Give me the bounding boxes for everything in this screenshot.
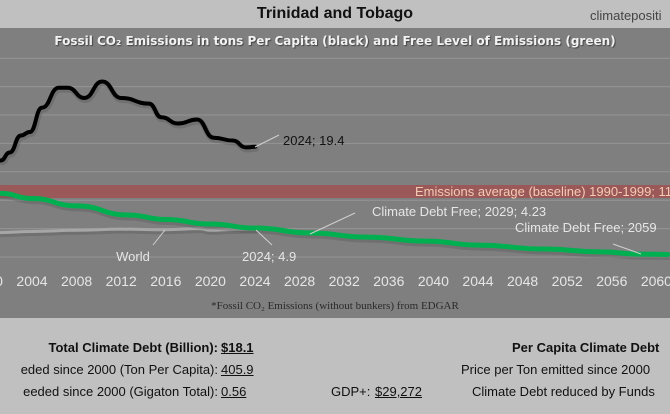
x-tick-label: 2028 [284,273,315,289]
x-tick-label: 2024 [239,273,270,289]
summary-panel: Total Climate Debt (Billion): $18.1 eded… [0,318,670,414]
series-shadow [0,80,259,166]
annotation-world: World [116,249,150,264]
annotation-debt-free-2059: Climate Debt Free; 2059 [515,220,657,235]
annotation-debt-free-2029: Climate Debt Free; 2029; 4.23 [372,204,546,219]
chart-title: Fossil CO₂ Emissions in tons Per Capita … [54,34,616,48]
annotation-world-leader [152,229,166,246]
x-tick-label: 2000 [0,273,3,289]
x-tick-label: 2056 [596,273,627,289]
annotation-world-last-leader [255,229,273,246]
x-tick-label: 2008 [61,273,92,289]
series-line-0 [0,79,257,163]
per-capita-debt-label: Per Capita Climate Debt [512,340,660,355]
series-shadow [0,228,259,238]
header-bar: Trinidad and Tobago climatepositi [0,0,670,28]
ton-per-capita-value: 405.9 [221,362,254,377]
x-tick-label: 2032 [329,273,360,289]
chart-area: Emissions average (baseline) 1990-1999; … [0,28,670,318]
gdp-value: $29,272 [375,384,422,399]
x-tick-label: 2040 [418,273,449,289]
series-line-1 [0,227,257,235]
x-tick-label: 2016 [150,273,181,289]
annotation-last-value: 2024; 19.4 [283,133,344,148]
total-debt-value: $18.1 [221,340,254,355]
total-debt-label: Total Climate Debt (Billion): [48,340,218,355]
annotation-debt-free-2029-leader [309,212,356,235]
annotation-last-value-leader [254,134,280,148]
x-tick-label: 2020 [195,273,226,289]
chart-svg: Emissions average (baseline) 1990-1999; … [0,57,670,312]
baseline-band [0,185,670,198]
x-tick-label: 2060 [641,273,670,289]
baseline-label: Emissions average (baseline) 1990-1999; … [415,184,670,199]
funds-label: Climate Debt reduced by Funds [472,384,655,399]
footnote: *Fossil CO₂ Emissions (without bunkers) … [211,300,459,312]
gigaton-value: 0.56 [221,384,247,399]
annotation-world-last: 2024; 4.9 [242,249,296,264]
x-tick-label: 2052 [552,273,583,289]
site-name: climatepositi [590,8,662,23]
page-title: Trinidad and Tobago [256,5,414,22]
gdp-label: GDP+: [331,384,371,399]
x-tick-label: 2036 [373,273,404,289]
x-tick-label: 2044 [462,273,493,289]
ton-per-capita-label: eded since 2000 (Ton Per Capita): [20,362,218,377]
price-per-ton-label: Price per Ton emitted since 2000 [461,362,651,377]
x-tick-label: 2004 [16,273,47,289]
series-line-2 [0,190,670,257]
x-tick-label: 2012 [106,273,137,289]
annotation-debt-free-2059-leader [612,243,642,255]
x-tick-label: 2048 [507,273,538,289]
gigaton-label: eeded since 2000 (Gigaton Total): [23,384,218,399]
